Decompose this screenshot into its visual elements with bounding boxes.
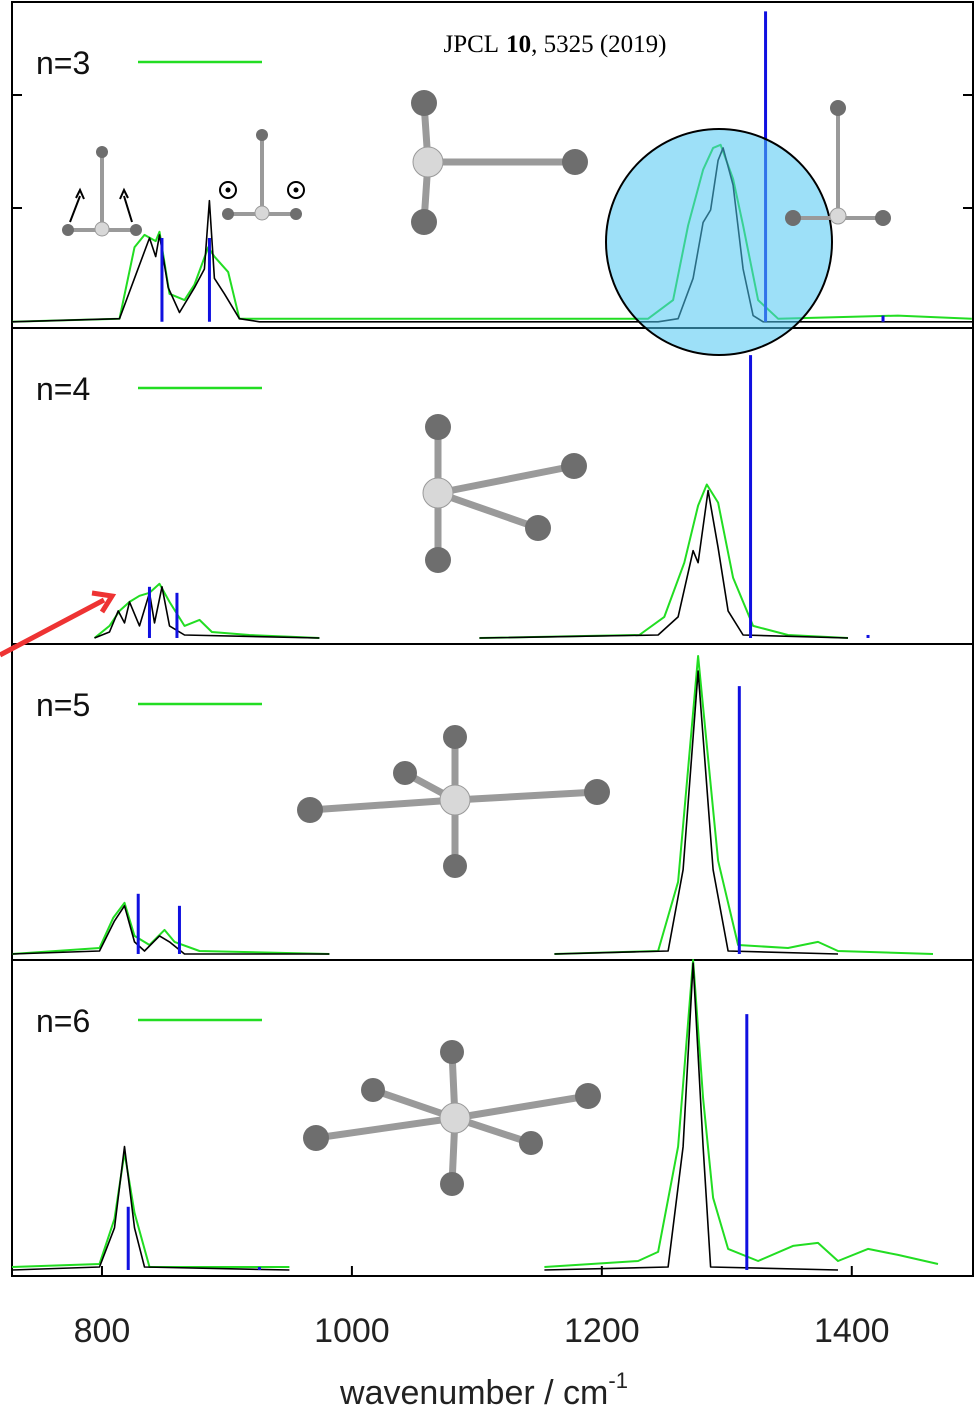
- plot-area: n=3 n=4 n=5 n=6 800 1000 1200 1400: [11, 11, 973, 1350]
- x-tick-label: 800: [74, 1312, 131, 1350]
- molecule-n3-right: [785, 100, 891, 226]
- pointer-arrow: [0, 590, 117, 658]
- experimental-spectrum: [93, 483, 849, 639]
- x-tick-label: 1400: [814, 1312, 890, 1350]
- experimental-spectrum: [11, 655, 934, 955]
- calculated-spectrum: [94, 489, 849, 639]
- x-axis-label: wavenumber / cm-1: [339, 1368, 628, 1412]
- panel-label: n=5: [36, 687, 90, 723]
- x-axis-label-superscript: -1: [608, 1368, 628, 1393]
- x-tick-label: 1000: [314, 1312, 390, 1350]
- highlight: [605, 100, 891, 356]
- panel-label: n=3: [36, 45, 90, 81]
- highlight-circle: [605, 128, 833, 356]
- molecule-n3-mid: [219, 129, 305, 221]
- x-tick-label: 1200: [564, 1312, 640, 1350]
- molecule-drawings: [62, 90, 610, 1196]
- molecule-n3: [411, 90, 588, 235]
- molecule-n6: [303, 1040, 601, 1196]
- citation-rest: , 5325 (2019): [531, 31, 666, 58]
- panel-frames: [11, 1, 974, 1277]
- plot-frame: [11, 1, 974, 1277]
- citation: JPCL 10, 5325 (2019): [444, 31, 667, 58]
- molecule-n5: [297, 725, 610, 878]
- panel-label: n=6: [36, 1003, 90, 1039]
- calculated-spectrum: [11, 962, 839, 1271]
- molecule-n3-left: [62, 146, 142, 237]
- citation-volume: 10: [506, 31, 531, 58]
- citation-journal: JPCL: [444, 31, 500, 58]
- panel-label: n=4: [36, 371, 90, 407]
- molecule-n4: [422, 414, 587, 573]
- x-axis-label-text: wavenumber / cm: [339, 1374, 608, 1412]
